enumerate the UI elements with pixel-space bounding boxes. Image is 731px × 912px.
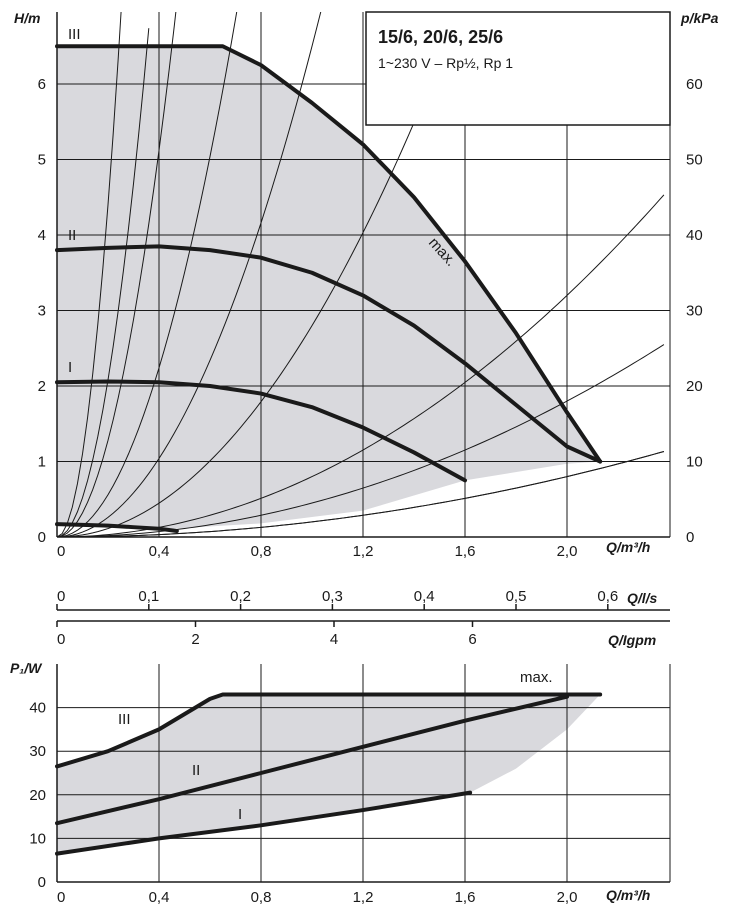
flow-ls-tick: 0,2 [230,588,251,605]
power-shaded-area [57,694,601,854]
pressure-axis-label: p/kPa [680,10,719,26]
power-operating-area [57,694,601,854]
flow-ls-tick: 0,6 [597,588,618,605]
flow-ls-axis-label: Q/l/s [627,590,658,606]
flow-ls-tick: 0,5 [506,588,527,605]
head-curves [55,44,603,533]
head-x-tick: 1,6 [455,543,476,560]
head-y-tick: 3 [38,303,46,320]
head-curve-i [55,379,467,483]
power-y-tick: 20 [29,787,46,804]
head-y-tick: 4 [38,227,46,244]
flow-axis-label-top: Q/m³/h [606,539,650,555]
curve-label-iii: III [68,26,81,43]
pressure-tick: 0 [686,529,694,546]
power-y-tick: 10 [29,830,46,847]
flow-ls-tick: 0 [57,588,65,605]
pressure-tick: 60 [686,76,703,93]
head-y-tick: 1 [38,454,46,471]
power-curve-i [55,790,473,856]
pressure-tick: 30 [686,303,703,320]
flow-igpm-tick: 6 [468,631,476,648]
pressure-tick: 50 [686,152,703,169]
curve-label-i: I [68,359,72,376]
head-x-tick: 0,8 [251,543,272,560]
flow-igpm-tick: 0 [57,631,65,648]
head-curve-iii [55,44,603,464]
power-x-tick: 1,2 [353,889,374,906]
flow-ls-tick: 0,4 [414,588,435,605]
head-curve-ii [55,244,603,464]
head-operating-area [57,46,601,530]
power-curve-iii [55,692,603,769]
head-y-tick: 6 [38,76,46,93]
power-label-iii: III [118,711,131,728]
system-curve [57,12,177,537]
power-x-tick: 1,6 [455,889,476,906]
head-x-tick: 2,0 [557,543,578,560]
head-x-tick: 0,4 [149,543,170,560]
system-curve [57,12,238,537]
flow-igpm-tick: 4 [330,631,338,648]
flow-igpm-tick: 2 [191,631,199,648]
system-curve [57,12,122,537]
title-box: 15/6, 20/6, 25/6 1~230 V – Rp½, Rp 1 [365,11,671,126]
flow-igpm-axis-label: Q/Igpm [608,632,656,648]
head-curve-min [55,522,179,533]
system-curve [57,12,460,537]
chart-subtitle: 1~230 V – Rp½, Rp 1 [378,55,513,71]
curve-label-ii: II [68,227,76,244]
head-x-tick: 0 [57,543,65,560]
secondary-flow-axes: 0 0,1 0,2 0,3 0,4 0,5 0,6 0 2 4 6 [56,588,670,648]
pressure-tick: 40 [686,227,703,244]
power-y-tick: 0 [38,874,46,891]
head-y-tick: 5 [38,152,46,169]
power-label-i: I [238,806,242,823]
flow-ls-tick: 0,3 [322,588,343,605]
pressure-tick: 10 [686,454,703,471]
power-y-tick: 30 [29,743,46,760]
head-y-tick: 2 [38,378,46,395]
power-x-tick: 0 [57,889,65,906]
pressure-tick: 20 [686,378,703,395]
head-y-tick: 0 [38,529,46,546]
power-ticks: 0 0,4 0,8 1,2 1,6 2,0 0 10 20 30 40 [29,700,577,906]
power-axis-label: P₁/W [10,660,43,676]
system-curve [57,12,322,537]
power-label-max: max. [520,669,553,686]
flow-ls-tick: 0,1 [138,588,159,605]
head-axis-label: H/m [14,10,40,26]
head-shaded-area [57,46,601,530]
chart-title: 15/6, 20/6, 25/6 [378,27,503,47]
power-curves [55,692,603,856]
power-label-ii: II [192,762,200,779]
system-curve [57,450,665,537]
power-curve-ii [55,694,569,826]
head-x-tick: 1,2 [353,543,374,560]
flow-axis-label-bottom: Q/m³/h [606,887,650,903]
power-x-tick: 2,0 [557,889,578,906]
power-y-tick: 40 [29,700,46,717]
power-x-tick: 0,8 [251,889,272,906]
power-x-tick: 0,4 [149,889,170,906]
